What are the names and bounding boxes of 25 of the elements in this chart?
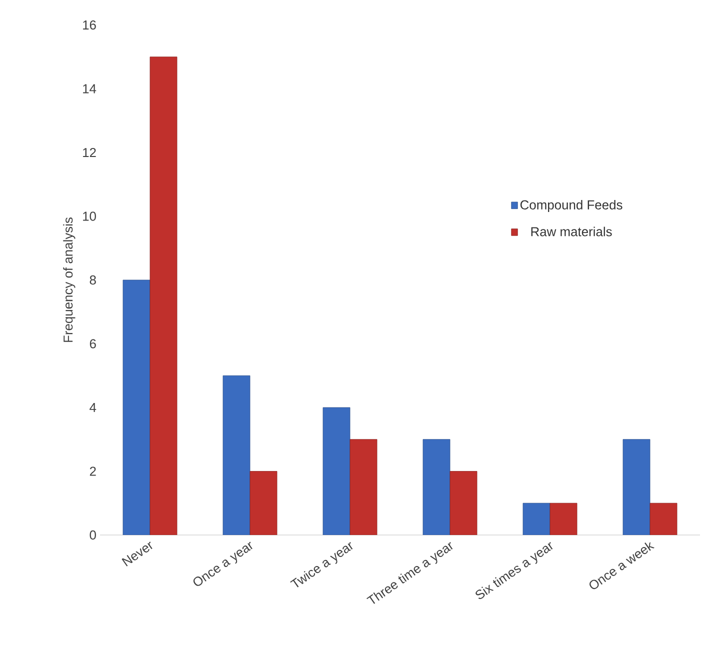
bar [250, 471, 278, 535]
bar [650, 502, 678, 535]
bar [550, 502, 578, 535]
y-axis-title: Frequency of analysis [63, 217, 76, 342]
y-tick-label: 6 [90, 339, 96, 348]
y-tick-label: 2 [90, 466, 96, 476]
bar [222, 375, 250, 535]
y-tick-label: 8 [90, 275, 96, 285]
y-tick-label: 14 [83, 84, 96, 94]
legend-label: Raw materials [531, 226, 612, 236]
bar [150, 56, 178, 535]
bar [122, 280, 150, 535]
bar [450, 471, 478, 535]
bar [322, 407, 350, 535]
x-tick-label: Once a week [590, 542, 655, 590]
bar [622, 439, 650, 535]
y-tick-label: 0 [90, 530, 96, 540]
y-tick-label: 12 [83, 148, 96, 158]
y-tick-label: 4 [90, 403, 96, 412]
legend-label: Compound Feeds [520, 200, 622, 212]
y-tick-label: 16 [83, 20, 96, 30]
bar [522, 502, 550, 535]
y-tick-label: 10 [83, 212, 96, 221]
bar [422, 439, 450, 535]
bar [350, 439, 378, 535]
